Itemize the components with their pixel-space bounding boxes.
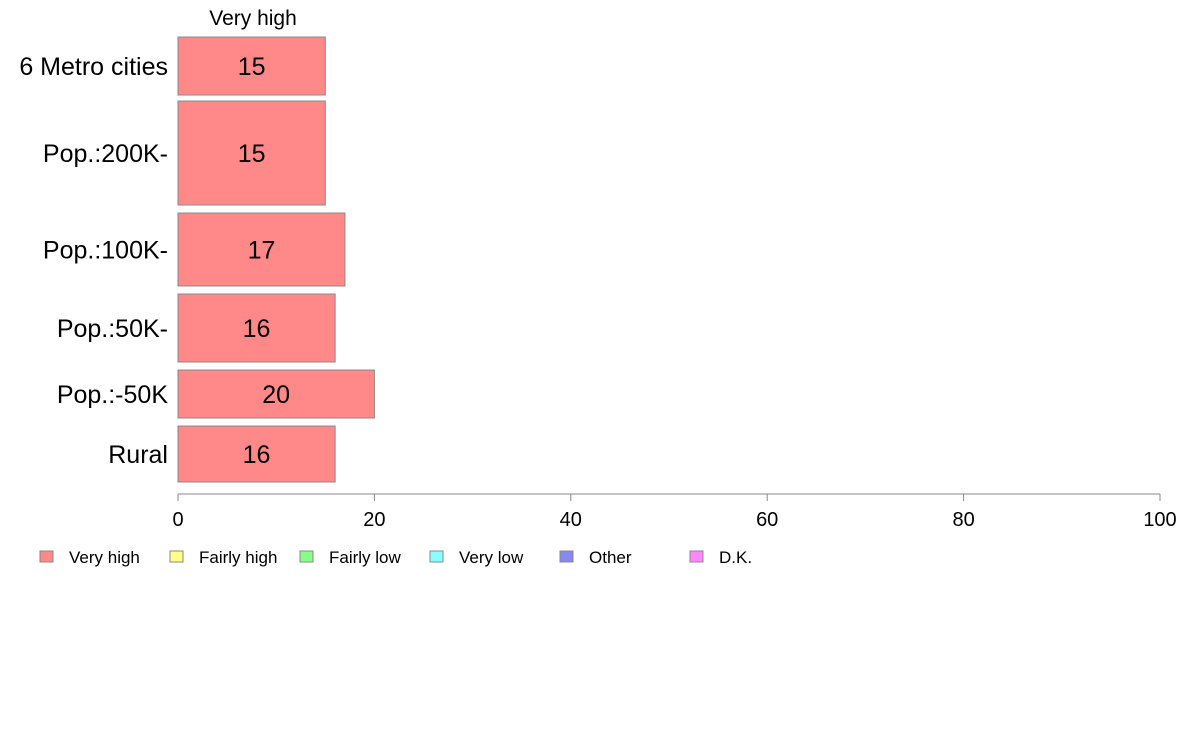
legend-label: Fairly high bbox=[199, 548, 277, 567]
column-header-very-high: Very high bbox=[209, 7, 297, 30]
x-tick-label: 80 bbox=[952, 509, 974, 531]
bar-value-label: 15 bbox=[238, 53, 266, 81]
legend-swatch bbox=[689, 550, 704, 563]
bar-value-label: 15 bbox=[238, 140, 266, 168]
x-tick-label: 40 bbox=[560, 509, 582, 531]
bar-pop-50k bbox=[177, 369, 375, 419]
legend-swatch bbox=[299, 550, 314, 563]
legend-label: Fairly low bbox=[329, 548, 402, 567]
legend-label: D.K. bbox=[719, 548, 752, 567]
legend-swatch bbox=[39, 550, 54, 563]
bar-rural bbox=[177, 425, 336, 483]
x-tick-label: 20 bbox=[363, 509, 385, 531]
category-labels: 6 Metro cities Pop.:200K- Pop.:100K- Pop.:5… bbox=[19, 53, 168, 469]
category-label: 6 Metro cities bbox=[19, 53, 168, 81]
bar-value-label: 16 bbox=[243, 315, 271, 343]
category-label: Pop.:100K- bbox=[43, 237, 168, 265]
x-axis: 0 20 40 60 80 100 bbox=[172, 493, 1177, 531]
bar-value-label: 16 bbox=[243, 441, 271, 469]
bar-6-metro-cities bbox=[177, 36, 326, 96]
legend-swatch bbox=[169, 550, 184, 563]
category-label: Pop.:-50K bbox=[57, 381, 169, 409]
bar-pop-50k bbox=[177, 293, 336, 363]
category-label: Pop.:200K- bbox=[43, 140, 168, 168]
x-tick-label: 100 bbox=[1143, 509, 1176, 531]
x-tick-label: 0 bbox=[172, 509, 183, 531]
x-tick-label: 60 bbox=[756, 509, 778, 531]
legend-swatch bbox=[559, 550, 574, 563]
bar-value-label: 20 bbox=[262, 381, 290, 409]
legend-label: Other bbox=[589, 548, 632, 567]
legend-label: Very high bbox=[69, 548, 140, 567]
legend-label: Very low bbox=[459, 548, 524, 567]
bar-value-labels: 15 15 17 16 20 16 bbox=[238, 53, 290, 469]
bar-value-label: 17 bbox=[248, 237, 276, 265]
category-label: Rural bbox=[108, 441, 168, 469]
bar-pop-200k bbox=[177, 100, 326, 206]
bars-group bbox=[177, 36, 375, 483]
legend-swatch bbox=[429, 550, 444, 563]
bar-pop-100k bbox=[177, 212, 346, 287]
legend: Very high Fairly high Fairly low Very low Ot… bbox=[39, 548, 752, 567]
category-label: Pop.:50K- bbox=[57, 315, 168, 343]
